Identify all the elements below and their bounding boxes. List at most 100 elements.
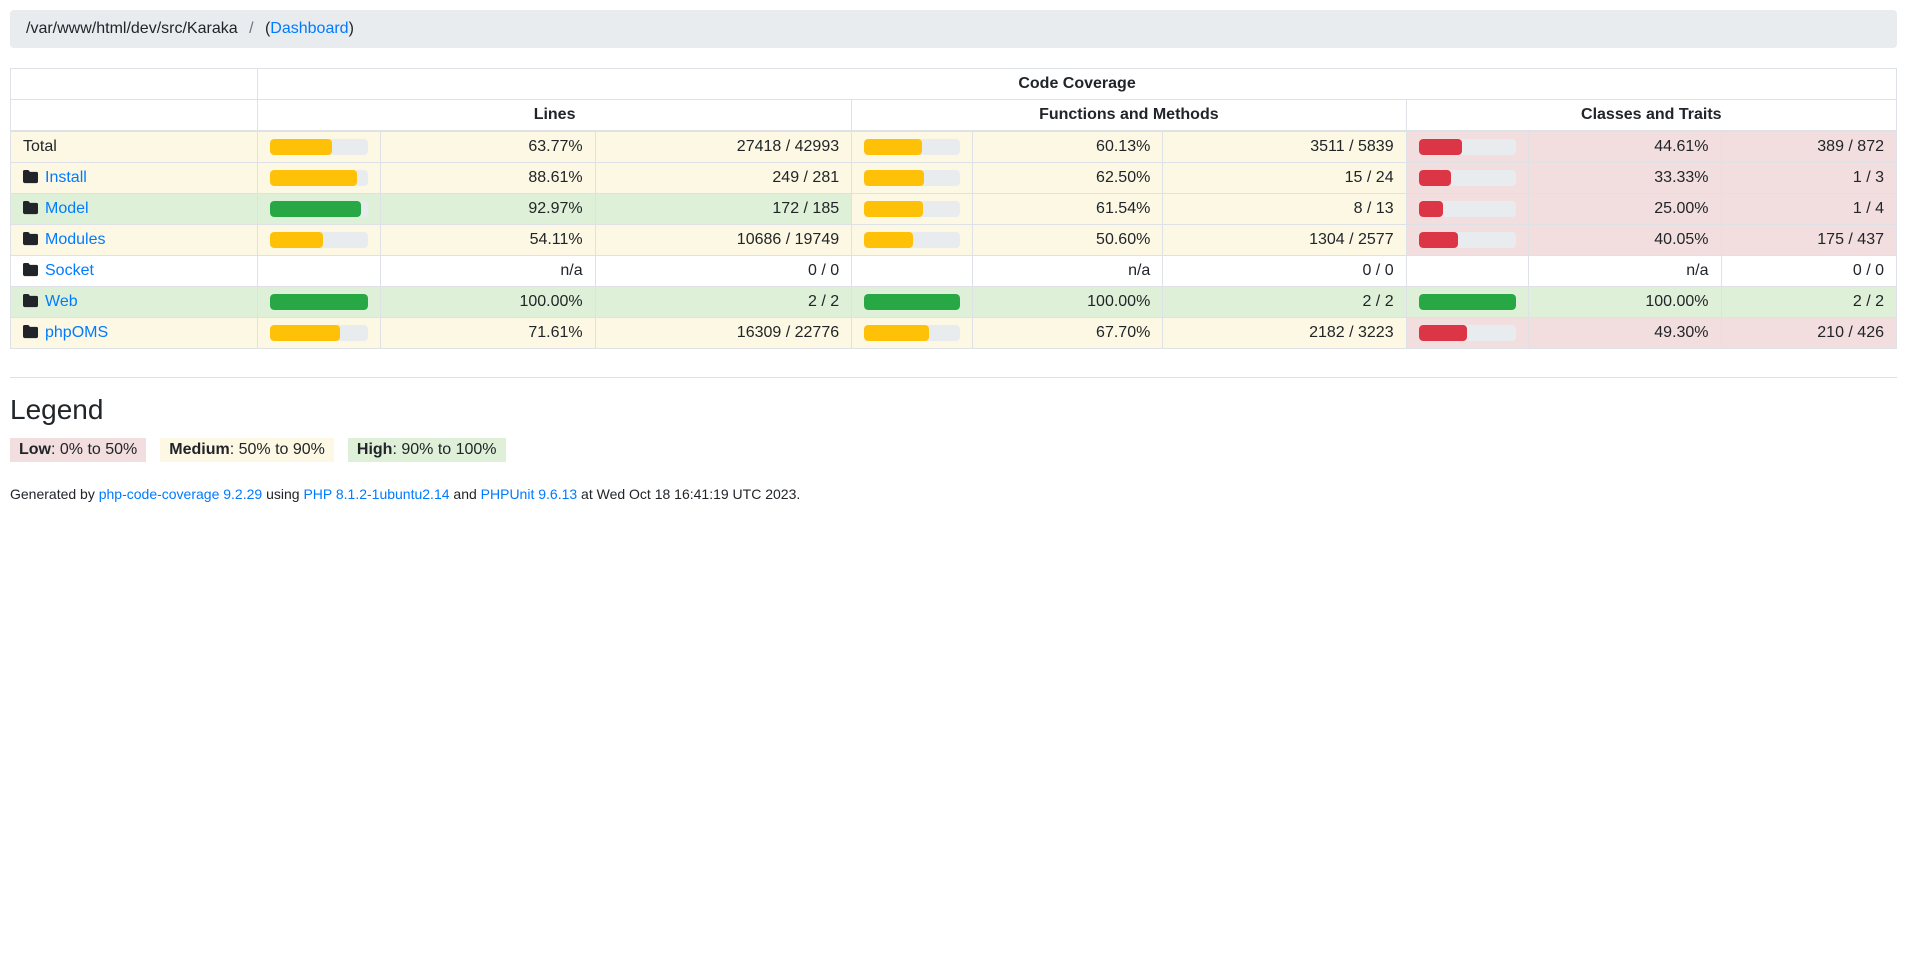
lines-ratio: 249 / 281 (594, 162, 853, 194)
lines-progress-fill (270, 294, 368, 310)
functions-progress-fill (864, 294, 960, 310)
phpunit-link[interactable]: PHPUnit 9.6.13 (480, 486, 578, 502)
directory-link[interactable]: Modules (45, 231, 106, 248)
lines-progress-fill (270, 170, 357, 186)
functions-progress-fill (864, 201, 924, 217)
php-version-link[interactable]: PHP 8.1.2-1ubuntu2.14 (303, 486, 450, 502)
classes-ratio: 210 / 426 (1720, 317, 1898, 349)
classes-progress-fill (1418, 232, 1458, 248)
breadcrumb-path: /var/www/html/dev/src/Karaka (26, 20, 238, 37)
directory-link[interactable]: phpOMS (45, 324, 109, 341)
functions-progress-fill (864, 170, 924, 186)
folder-icon (23, 293, 38, 308)
directory-link[interactable]: Model (45, 200, 89, 217)
functions-bar-cell (851, 130, 973, 163)
legend-chip-medium: Medium: 50% to 90% (160, 438, 334, 462)
corner-cell (9, 99, 259, 132)
classes-bar-cell (1405, 193, 1530, 225)
lines-bar-cell (257, 286, 381, 318)
lines-progress-bar (270, 294, 368, 310)
lines-ratio: 10686 / 19749 (594, 224, 853, 256)
classes-progress-bar (1418, 325, 1517, 341)
table-row: Web 100.00% 2 / 2 100.00% 2 / 2 100.00% 2 / 2 (9, 286, 1898, 318)
table-group-header-row: Lines Functions and Methods Classes and … (9, 99, 1898, 132)
classes-bar-cell (1405, 255, 1530, 287)
breadcrumb-current: (Dashboard) (265, 20, 354, 37)
table-row: Modules 54.11% 10686 / 19749 50.60% 1304 / 2… (9, 224, 1898, 256)
directory-link[interactable]: Web (45, 293, 78, 310)
classes-progress-fill (1418, 294, 1517, 310)
functions-progress-fill (864, 325, 929, 341)
functions-percent: n/a (971, 255, 1164, 287)
item-name-cell: Install (9, 162, 259, 194)
functions-bar-cell (851, 317, 973, 349)
lines-progress-bar (270, 170, 368, 186)
lines-ratio: 2 / 2 (594, 286, 853, 318)
functions-ratio: 1304 / 2577 (1162, 224, 1407, 256)
directory-link[interactable]: Install (45, 169, 87, 186)
item-name-cell: Modules (9, 224, 259, 256)
legend-chip-low: Low: 0% to 50% (10, 438, 147, 462)
functions-progress-bar (864, 325, 960, 341)
classes-percent: 33.33% (1528, 162, 1722, 194)
functions-bar-cell (851, 193, 973, 225)
classes-percent: 49.30% (1528, 317, 1722, 349)
functions-progress-fill (864, 139, 922, 155)
classes-percent: 44.61% (1528, 130, 1722, 163)
item-name-cell: Model (9, 193, 259, 225)
footer-text-timestamp: at Wed Oct 18 16:41:19 UTC 2023. (577, 486, 801, 502)
functions-progress-bar (864, 139, 960, 155)
divider (10, 377, 1897, 378)
classes-progress-fill (1418, 170, 1452, 186)
functions-percent: 67.70% (971, 317, 1164, 349)
column-group-lines: Lines (257, 99, 853, 132)
coverage-table: Code Coverage Lines Functions and Method… (9, 68, 1898, 349)
classes-bar-cell (1405, 130, 1530, 163)
functions-ratio: 0 / 0 (1162, 255, 1407, 287)
classes-bar-cell (1405, 162, 1530, 194)
lines-percent: n/a (379, 255, 596, 287)
classes-percent: 25.00% (1528, 193, 1722, 225)
lines-progress-fill (270, 232, 323, 248)
functions-ratio: 2182 / 3223 (1162, 317, 1407, 349)
lines-progress-bar (270, 232, 368, 248)
footer-text-using: using (262, 486, 304, 502)
lines-progress-bar (270, 139, 368, 155)
classes-bar-cell (1405, 286, 1530, 318)
lines-progress-fill (270, 139, 333, 155)
functions-percent: 62.50% (971, 162, 1164, 194)
item-name-cell: Socket (9, 255, 259, 287)
functions-percent: 100.00% (971, 286, 1164, 318)
footer: Generated by php-code-coverage 9.2.29 us… (10, 486, 1897, 502)
paren-open: ( (264, 20, 271, 37)
classes-ratio: 175 / 437 (1720, 224, 1898, 256)
functions-progress-bar (864, 201, 960, 217)
item-name-cell: Total (9, 130, 259, 163)
footer-text-and: and (449, 486, 481, 502)
functions-bar-cell (851, 224, 973, 256)
classes-ratio: 0 / 0 (1720, 255, 1898, 287)
folder-icon (23, 262, 38, 277)
directory-link[interactable]: Socket (45, 262, 94, 279)
functions-percent: 60.13% (971, 130, 1164, 163)
table-title: Code Coverage (257, 68, 1897, 100)
functions-bar-cell (851, 286, 973, 318)
paren-close: ) (348, 20, 354, 37)
functions-progress-bar (864, 232, 960, 248)
table-title-row: Code Coverage (9, 68, 1897, 100)
functions-ratio: 3511 / 5839 (1162, 130, 1407, 163)
functions-progress-bar (864, 294, 960, 310)
functions-progress-fill (864, 232, 913, 248)
php-code-coverage-link[interactable]: php-code-coverage 9.2.29 (98, 486, 263, 502)
functions-bar-cell (851, 162, 973, 194)
lines-percent: 54.11% (379, 224, 596, 256)
dashboard-link[interactable]: Dashboard (270, 20, 349, 37)
lines-percent: 63.77% (379, 130, 596, 163)
folder-icon (23, 200, 38, 215)
lines-bar-cell (257, 224, 381, 256)
functions-progress-bar (864, 170, 960, 186)
table-row: Model 92.97% 172 / 185 61.54% 8 / 13 25.00% 1 … (9, 193, 1898, 225)
functions-bar-cell (851, 255, 973, 287)
classes-progress-bar (1418, 170, 1517, 186)
